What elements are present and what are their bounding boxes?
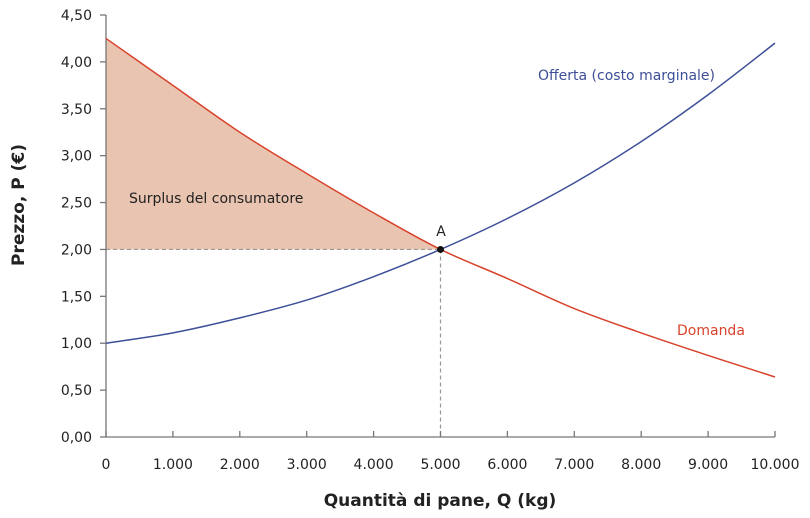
y-tick-label: 4,00 <box>61 55 92 71</box>
y-tick-label: 3,00 <box>61 149 92 165</box>
demand-curve-label: Domanda <box>677 323 745 339</box>
equilibrium-label: A <box>436 224 446 240</box>
y-axis-label: Prezzo, P (€) <box>9 144 29 266</box>
consumer-surplus-label: Surplus del consumatore <box>129 191 303 207</box>
x-tick-label: 3.000 <box>287 457 327 473</box>
x-tick-label: 4.000 <box>354 457 394 473</box>
x-tick-label: 6.000 <box>487 457 527 473</box>
y-tick-label: 3,50 <box>61 102 92 118</box>
y-tick-label: 0,50 <box>61 383 92 399</box>
x-tick-label: 10.000 <box>751 457 800 473</box>
supply-curve-label: Offerta (costo marginale) <box>538 68 715 84</box>
y-tick-label: 0,00 <box>61 430 92 446</box>
x-tick-label: 2.000 <box>220 457 260 473</box>
x-tick-label: 9.000 <box>688 457 728 473</box>
consumer-surplus-area <box>106 38 441 250</box>
x-tick-label: 5.000 <box>420 457 460 473</box>
x-tick-label: 8.000 <box>621 457 661 473</box>
x-axis-label: Quantità di pane, Q (kg) <box>324 491 557 511</box>
y-tick-label: 2,00 <box>61 242 92 258</box>
y-tick-label: 2,50 <box>61 196 92 212</box>
x-tick-label: 1.000 <box>153 457 193 473</box>
y-tick-label: 1,50 <box>61 289 92 305</box>
x-tick-label: 7.000 <box>554 457 594 473</box>
equilibrium-point <box>437 245 444 253</box>
y-tick-label: 1,00 <box>61 336 92 352</box>
y-tick-label: 4,50 <box>61 8 92 24</box>
x-tick-label: 0 <box>102 457 111 473</box>
